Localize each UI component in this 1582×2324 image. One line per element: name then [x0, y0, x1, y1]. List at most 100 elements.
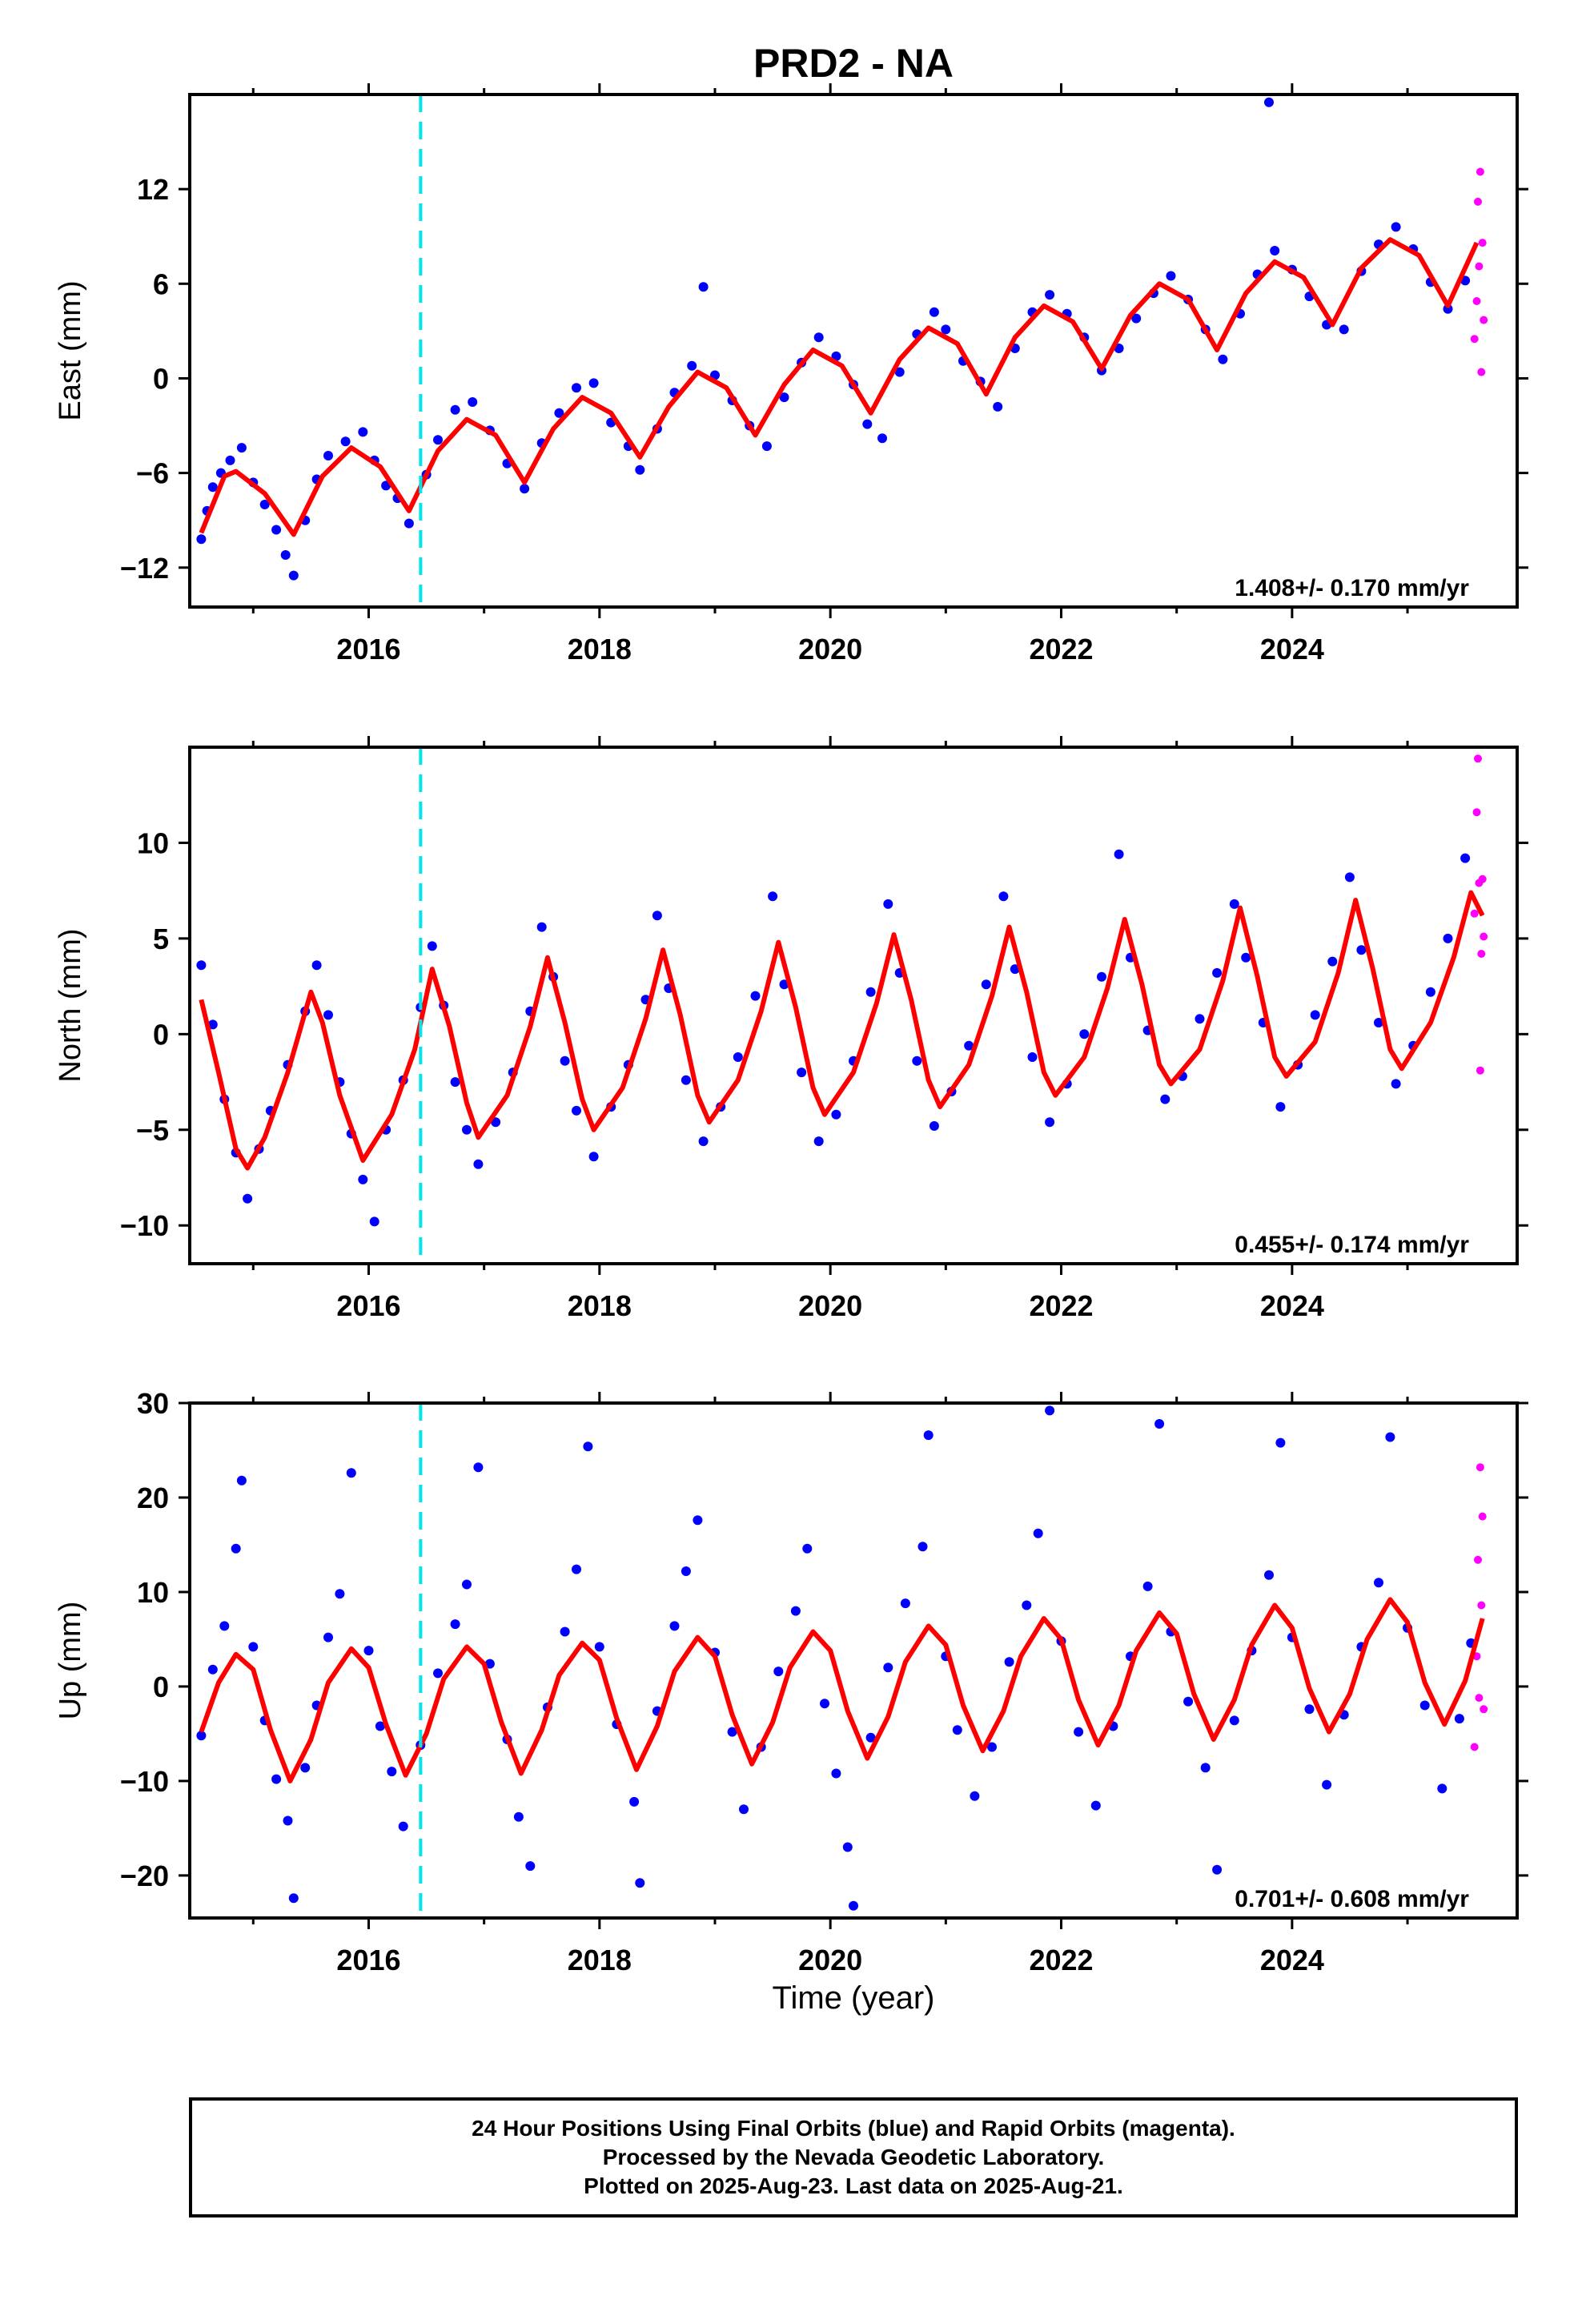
final-point-north	[473, 1159, 484, 1169]
final-point-north	[1097, 971, 1106, 982]
final-point-north	[311, 960, 322, 971]
final-point-east	[468, 397, 478, 407]
final-point-up	[484, 1659, 495, 1669]
final-point-north	[1212, 967, 1223, 978]
final-point-east	[1270, 246, 1280, 255]
final-point-north	[733, 1052, 743, 1062]
y-tick-label: 12	[137, 173, 169, 206]
final-point-north	[912, 1055, 922, 1066]
final-point-north	[358, 1174, 368, 1184]
final-point-up	[802, 1543, 813, 1554]
y-axis-label-up: Up (mm)	[54, 1602, 87, 1720]
final-point-up	[1385, 1432, 1395, 1442]
rapid-point-up	[1477, 1601, 1486, 1610]
rapid-point-up	[1478, 1512, 1487, 1521]
panel-east: 2016 2018 2020 2022 2024 −12 −6 0 6 12 East (mm) 1.…	[54, 83, 1528, 665]
final-point-north	[981, 979, 991, 990]
final-point-up	[363, 1646, 374, 1656]
x-tick-label: 2024	[1260, 1289, 1324, 1322]
final-point-north	[1027, 1052, 1038, 1062]
final-point-east	[207, 482, 218, 493]
final-point-up	[513, 1811, 524, 1822]
final-point-up	[865, 1732, 876, 1743]
final-point-north	[450, 1077, 460, 1088]
final-point-up	[1419, 1700, 1430, 1711]
final-point-north	[883, 899, 893, 909]
final-point-north	[243, 1193, 253, 1204]
final-point-up	[560, 1626, 570, 1637]
final-point-east	[1045, 290, 1055, 300]
rapid-point-east	[1476, 167, 1484, 176]
final-point-north	[831, 1109, 841, 1120]
final-point-north	[865, 987, 876, 997]
final-point-up	[842, 1842, 853, 1852]
final-point-up	[849, 1900, 858, 1911]
final-point-north	[462, 1124, 472, 1135]
rapid-point-north	[1472, 808, 1481, 817]
final-point-east	[572, 383, 581, 393]
final-point-up	[1229, 1715, 1239, 1726]
final-point-up	[300, 1763, 311, 1773]
final-point-north	[572, 1105, 581, 1116]
final-point-north	[323, 1010, 333, 1020]
rapid-point-up	[1476, 1463, 1484, 1472]
rapid-point-north	[1470, 909, 1479, 918]
x-tick-label: 2022	[1029, 1289, 1093, 1322]
y-tick-label: 10	[137, 1576, 169, 1609]
x-tick-label: 2016	[336, 633, 400, 665]
panel-north: 2016 2018 2020 2022 2024 −10 −5 0 5 10 North (mm) 0…	[54, 736, 1528, 1322]
final-point-up	[346, 1468, 356, 1478]
panel-up: 2016 2018 2020 2022 2024 −20 −10 0 10 20 30 Up (mm)…	[54, 1387, 1528, 1976]
rapid-point-north	[1477, 950, 1486, 958]
final-point-up	[375, 1721, 385, 1731]
final-point-north	[1443, 933, 1453, 943]
final-point-east	[288, 570, 299, 581]
final-point-up	[271, 1774, 282, 1784]
final-point-up	[1142, 1581, 1153, 1591]
final-point-east	[225, 455, 235, 465]
model-curve-up	[199, 1597, 1485, 1783]
final-point-up	[248, 1642, 259, 1652]
rapid-point-east	[1478, 239, 1487, 247]
final-point-north	[1241, 952, 1251, 963]
final-point-north	[1460, 853, 1471, 863]
final-point-east	[877, 433, 887, 444]
final-point-up	[583, 1441, 593, 1452]
final-point-up	[693, 1515, 703, 1526]
y-tick-label: 0	[153, 1671, 169, 1703]
rapid-point-east	[1480, 316, 1488, 324]
final-point-up	[1033, 1528, 1043, 1538]
final-point-up	[629, 1796, 640, 1807]
final-point-up	[283, 1815, 293, 1826]
final-point-up	[1074, 1727, 1084, 1737]
final-point-up	[1022, 1600, 1032, 1610]
final-point-up	[1090, 1800, 1101, 1811]
final-point-north	[698, 1136, 709, 1147]
final-point-north	[652, 911, 662, 921]
final-point-east	[1264, 97, 1274, 107]
x-tick-label: 2024	[1260, 633, 1324, 665]
final-point-up	[207, 1664, 218, 1675]
rapid-point-up	[1474, 1555, 1482, 1564]
final-point-east	[340, 436, 351, 447]
final-point-up	[1154, 1419, 1165, 1429]
x-tick-label: 2022	[1029, 633, 1093, 665]
rapid-point-east	[1472, 297, 1481, 305]
plot-area-east	[196, 97, 1488, 581]
y-tick-label: 0	[153, 1018, 169, 1051]
final-point-up	[219, 1621, 230, 1631]
final-point-east	[450, 404, 460, 415]
x-tick-label: 2022	[1029, 1944, 1093, 1976]
y-tick-label: 20	[137, 1482, 169, 1514]
info-line-dates: Plotted on 2025-Aug-23. Last data on 202…	[584, 2173, 1123, 2198]
y-tick-label: 6	[153, 267, 169, 300]
final-point-up	[1454, 1714, 1464, 1724]
final-point-north	[1195, 1014, 1205, 1024]
chart-title: PRD2 - NA	[753, 41, 954, 86]
final-point-east	[271, 525, 282, 535]
final-point-up	[1322, 1779, 1332, 1790]
plot-frame-up	[188, 1401, 1519, 1920]
final-point-north	[1374, 1018, 1383, 1027]
final-point-east	[862, 419, 873, 429]
rapid-point-up	[1475, 1694, 1484, 1703]
